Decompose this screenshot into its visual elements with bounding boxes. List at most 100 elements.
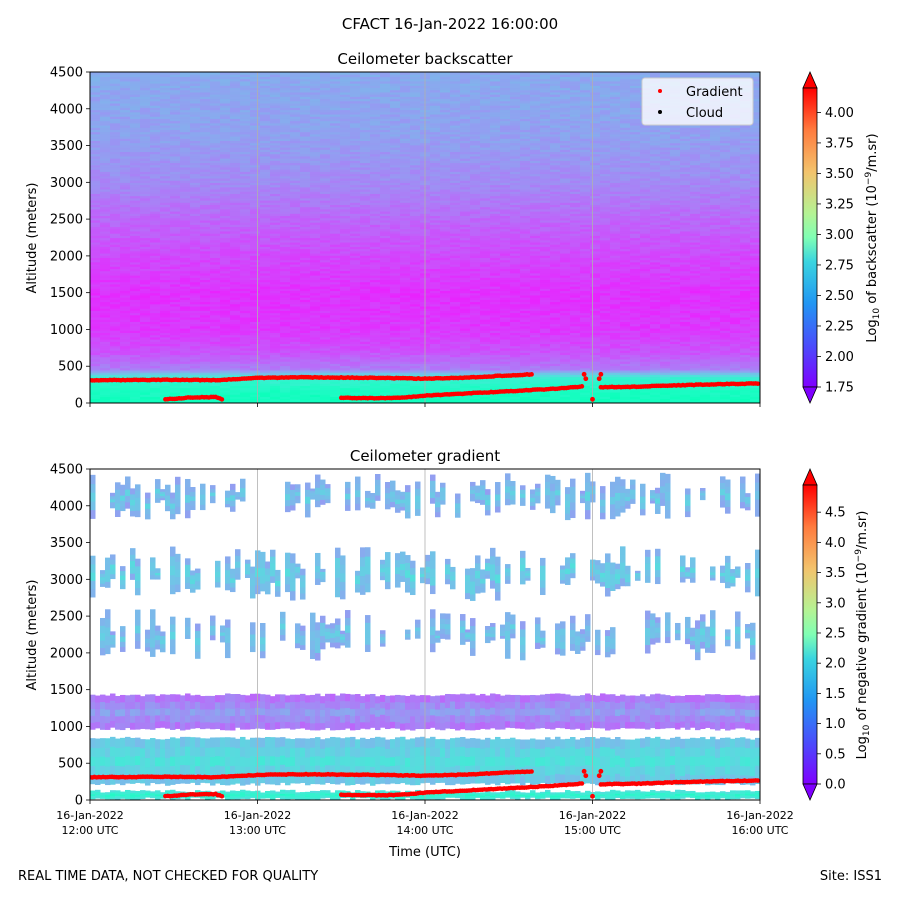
backscatter-cell <box>110 98 121 102</box>
backscatter-cell <box>170 124 181 128</box>
backscatter-cell <box>130 186 141 190</box>
backscatter-cell <box>140 237 151 241</box>
backscatter-cell <box>320 372 331 375</box>
backscatter-cell <box>240 303 251 307</box>
backscatter-cell <box>380 290 391 294</box>
backscatter-cell <box>240 332 251 336</box>
backscatter-cell <box>280 197 291 201</box>
backscatter-cell <box>260 303 271 307</box>
backscatter-cell <box>380 347 391 351</box>
backscatter-cell <box>360 102 371 106</box>
backscatter-cell <box>280 158 291 161</box>
backscatter-cell <box>340 319 351 322</box>
backscatter-cell <box>240 241 251 245</box>
backscatter-cell <box>390 105 401 108</box>
backscatter-cell <box>290 286 301 289</box>
backscatter-cell <box>180 135 191 139</box>
backscatter-cell <box>150 290 161 294</box>
backscatter-cell <box>240 327 251 331</box>
backscatter-cell <box>290 158 301 161</box>
backscatter-cell <box>180 239 191 243</box>
backscatter-cell <box>260 147 271 150</box>
backscatter-cell <box>250 279 261 283</box>
backscatter-cell <box>210 316 221 320</box>
backscatter-cell <box>410 235 421 239</box>
backscatter-cell <box>340 109 351 113</box>
backscatter-cell <box>230 380 241 384</box>
backscatter-cell <box>110 263 121 267</box>
backscatter-cell <box>400 173 411 177</box>
backscatter-cell <box>210 367 221 371</box>
backscatter-cell <box>210 175 221 179</box>
backscatter-cell <box>260 124 271 128</box>
backscatter-cell <box>250 347 261 351</box>
backscatter-cell <box>120 228 131 232</box>
backscatter-cell <box>90 336 101 340</box>
backscatter-cell <box>220 122 231 126</box>
backscatter-cell <box>150 380 161 384</box>
backscatter-cell <box>320 171 331 175</box>
backscatter-cell <box>370 122 381 126</box>
backscatter-cell <box>90 398 101 402</box>
backscatter-cell <box>110 387 121 391</box>
backscatter-cell <box>230 175 241 179</box>
backscatter-cell <box>230 140 241 144</box>
backscatter-cell <box>340 160 351 164</box>
backscatter-cell <box>170 314 181 318</box>
backscatter-cell <box>370 213 381 217</box>
backscatter-cell <box>330 363 341 367</box>
backscatter-cell <box>120 85 131 89</box>
backscatter-cell <box>350 208 361 212</box>
backscatter-cell <box>280 391 291 395</box>
backscatter-cell <box>230 135 241 139</box>
backscatter-cell <box>280 215 291 219</box>
backscatter-cell <box>150 142 161 146</box>
backscatter-cell <box>370 96 381 100</box>
backscatter-cell <box>280 380 291 384</box>
backscatter-cell <box>100 270 111 274</box>
backscatter-cell <box>260 222 271 225</box>
backscatter-cell <box>330 323 341 327</box>
backscatter-cell <box>230 339 241 342</box>
backscatter-cell <box>150 160 161 164</box>
backscatter-cell <box>370 374 381 378</box>
backscatter-cell <box>270 142 281 146</box>
backscatter-cell <box>130 323 141 327</box>
backscatter-cell <box>300 127 311 130</box>
backscatter-cell <box>240 120 251 124</box>
backscatter-cell <box>320 122 331 126</box>
backscatter-cell <box>350 199 361 203</box>
backscatter-cell <box>300 301 311 305</box>
backscatter-cell <box>410 391 421 395</box>
backscatter-cell <box>280 367 291 371</box>
backscatter-cell <box>370 241 381 245</box>
backscatter-cell <box>190 142 201 146</box>
backscatter-cell <box>390 133 401 137</box>
backscatter-cell <box>200 294 211 298</box>
backscatter-cell <box>310 297 321 300</box>
backscatter-cell <box>170 255 181 258</box>
backscatter-cell <box>360 133 371 137</box>
backscatter-cell <box>340 177 351 181</box>
backscatter-cell <box>200 193 211 197</box>
backscatter-cell <box>100 343 111 347</box>
backscatter-cell <box>350 113 361 117</box>
backscatter-cell <box>140 358 151 362</box>
backscatter-cell <box>170 323 181 327</box>
backscatter-cell <box>280 140 291 144</box>
backscatter-cell <box>100 266 111 269</box>
backscatter-cell <box>190 224 201 228</box>
backscatter-cell <box>100 290 111 294</box>
backscatter-cell <box>250 327 261 331</box>
backscatter-cell <box>240 396 251 400</box>
backscatter-cell <box>220 173 231 177</box>
backscatter-cell <box>230 250 241 254</box>
backscatter-cell <box>210 310 221 314</box>
backscatter-cell <box>140 398 151 402</box>
backscatter-cell <box>160 261 171 265</box>
backscatter-cell <box>310 310 321 314</box>
backscatter-cell <box>260 248 271 252</box>
backscatter-cell <box>170 177 181 181</box>
backscatter-cell <box>340 85 351 89</box>
backscatter-cell <box>270 268 281 272</box>
